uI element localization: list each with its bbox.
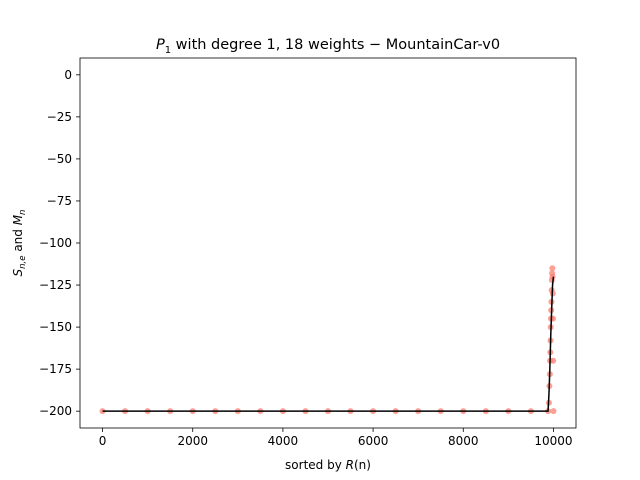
x-tick-label: 10000 bbox=[534, 434, 572, 448]
plot-marks bbox=[99, 265, 557, 415]
y-axis-label: Sn,e and Mn bbox=[11, 210, 28, 277]
y-tick-label: −175 bbox=[39, 362, 72, 376]
y-tick-label: −50 bbox=[47, 152, 72, 166]
x-tick-label: 8000 bbox=[448, 434, 479, 448]
y-tick-label: −75 bbox=[47, 194, 72, 208]
mean-line bbox=[102, 276, 555, 412]
y-tick-label: 0 bbox=[64, 68, 72, 82]
y-tick-label: −100 bbox=[39, 236, 72, 250]
scatter-point bbox=[550, 408, 557, 415]
scatter-point bbox=[550, 357, 557, 364]
x-tick-label: 4000 bbox=[268, 434, 299, 448]
y-tick-label: −200 bbox=[39, 404, 72, 418]
scatter-point bbox=[549, 265, 556, 272]
chart-title: P1 with degree 1, 18 weights − MountainC… bbox=[156, 37, 500, 56]
y-tick-label: −125 bbox=[39, 278, 72, 292]
x-tick-label: 0 bbox=[99, 434, 107, 448]
y-axis-ticks: 0 −25 −50 −75 −100 −125 −150 −175 −200 bbox=[39, 68, 80, 418]
x-axis-label: sorted by R(n) bbox=[285, 458, 371, 472]
y-tick-label: −150 bbox=[39, 320, 72, 334]
scatter-point bbox=[549, 273, 556, 280]
x-tick-label: 6000 bbox=[358, 434, 389, 448]
y-tick-label: −25 bbox=[47, 110, 72, 124]
x-axis-ticks: 0 2000 4000 6000 8000 10000 bbox=[99, 428, 573, 448]
x-tick-label: 2000 bbox=[177, 434, 208, 448]
